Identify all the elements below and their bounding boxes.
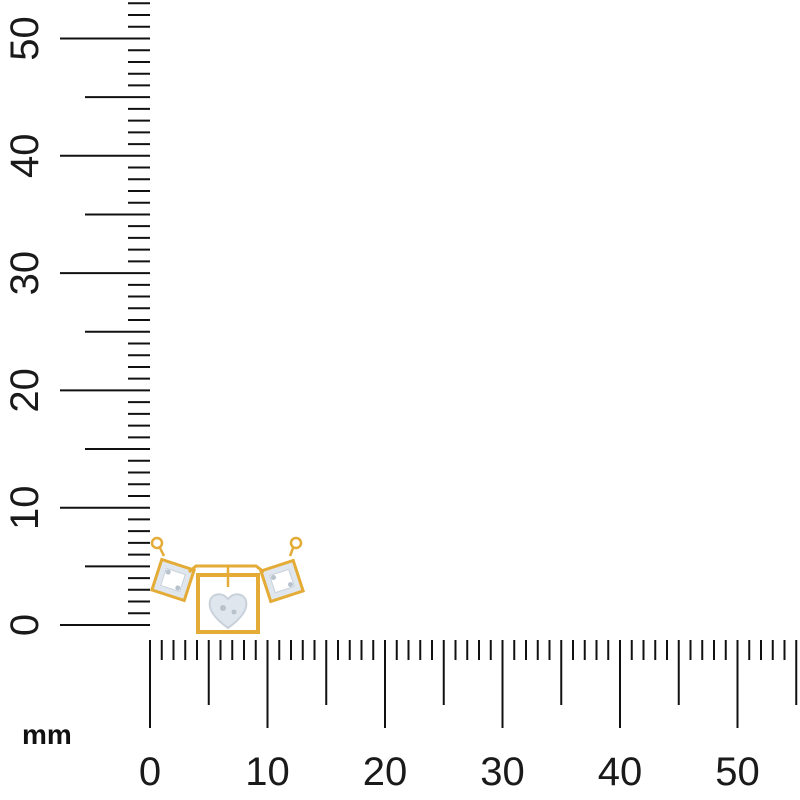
- chain-ring-left: [150, 536, 164, 550]
- y-axis-ruler: [60, 2, 150, 626]
- x-tick-label: 30: [480, 750, 525, 794]
- small-square-left: [149, 557, 197, 603]
- y-tick-label: 0: [3, 614, 47, 636]
- x-tick-label: 50: [715, 750, 760, 794]
- chain-ring-right: [289, 536, 303, 550]
- x-tick-label: 10: [245, 750, 290, 794]
- x-tick-label: 40: [598, 750, 643, 794]
- y-tick-label: 10: [3, 485, 47, 530]
- y-tick-label: 30: [3, 251, 47, 296]
- small-square-right: [258, 558, 306, 604]
- x-tick-label: 20: [363, 750, 408, 794]
- heart-stone: [208, 593, 248, 630]
- x-axis-ruler: [149, 640, 798, 728]
- y-tick-label: 20: [3, 368, 47, 413]
- pendant: [149, 536, 306, 634]
- x-tick-label: 0: [139, 750, 161, 794]
- y-tick-label: 50: [3, 16, 47, 61]
- unit-label: mm: [22, 719, 72, 750]
- x-axis-labels: 0 10 20 30 40 50: [139, 750, 760, 794]
- y-axis-labels: 0 10 20 30 40 50: [3, 16, 47, 636]
- y-tick-label: 40: [3, 134, 47, 179]
